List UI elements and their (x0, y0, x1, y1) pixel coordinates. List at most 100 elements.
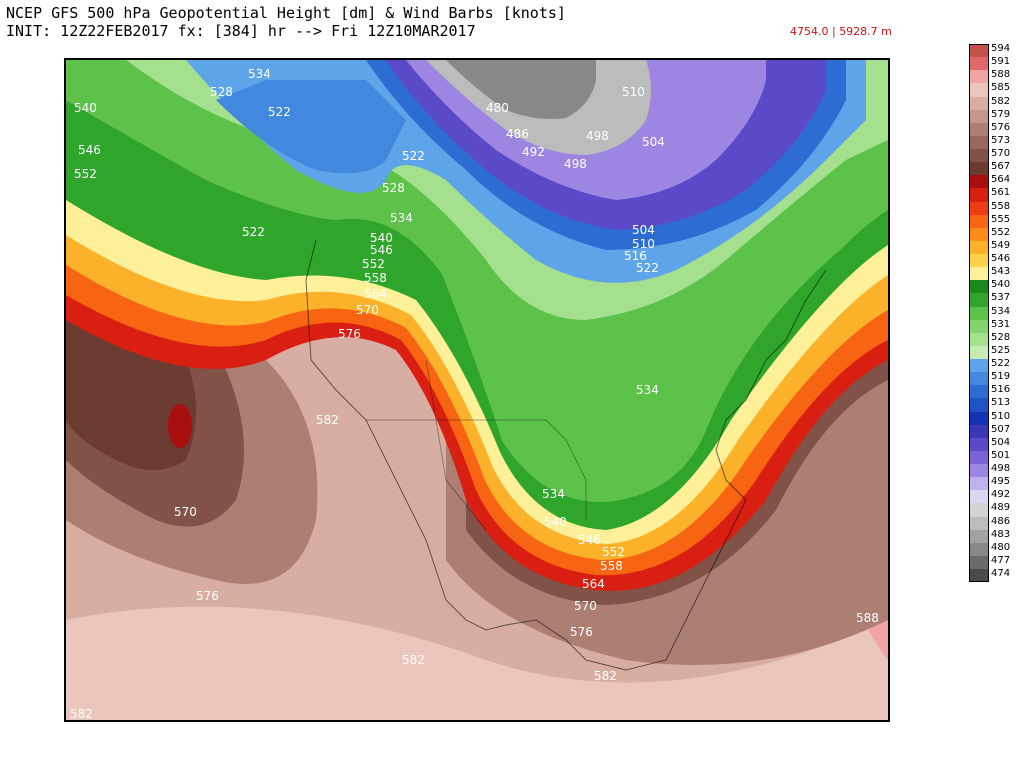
legend-label: 501 (991, 449, 1011, 461)
legend-row: 483 (969, 528, 1021, 543)
legend-swatch (969, 503, 989, 517)
contour-label: 558 (600, 559, 623, 573)
contour-label: 576 (570, 625, 593, 639)
legend-swatch (969, 424, 989, 438)
legend-label: 522 (991, 358, 1011, 369)
legend-label: 474 (991, 568, 1011, 579)
legend-swatch (969, 44, 989, 58)
legend-swatch (969, 398, 989, 412)
legend-swatch (969, 240, 989, 254)
contour-label: 552 (362, 257, 385, 271)
legend-swatch (969, 109, 989, 123)
legend-label: 528 (991, 331, 1011, 343)
legend-label: 504 (991, 436, 1011, 448)
legend-label: 579 (991, 108, 1011, 120)
contour-label: 552 (74, 167, 97, 181)
band-480 (446, 60, 596, 119)
legend-label: 519 (991, 371, 1011, 383)
contour-label: 522 (636, 261, 659, 275)
legend-label: 525 (991, 344, 1011, 356)
value-range: 4754.0 | 5928.7 m (790, 25, 892, 38)
contour-label: 546 (370, 243, 393, 257)
legend-swatch (969, 280, 989, 294)
legend-row: 567 (969, 161, 1021, 176)
legend-swatch (969, 477, 989, 491)
legend-label: 534 (991, 305, 1011, 317)
legend-swatch (969, 516, 989, 530)
band-564-cell (168, 404, 192, 448)
contour-label: 540 (544, 515, 567, 529)
legend-label: 498 (991, 463, 1011, 474)
band-537 (66, 100, 888, 530)
contour-label: 582 (70, 707, 93, 720)
contour-label: 522 (402, 149, 425, 163)
legend-label: 573 (991, 134, 1011, 146)
contour-label: 582 (402, 653, 425, 667)
contour-label: 570 (356, 303, 379, 317)
legend-row: 585 (969, 82, 1021, 97)
legend-row: 531 (969, 318, 1021, 333)
legend-swatch (969, 57, 989, 71)
contour-label: 582 (316, 413, 339, 427)
border-line (425, 359, 487, 531)
legend-label: 489 (991, 502, 1011, 514)
legend-swatch (969, 83, 989, 97)
legend-row: 564 (969, 174, 1021, 189)
legend-row: 477 (969, 554, 1021, 569)
contour-label: 570 (174, 505, 197, 519)
legend-swatch (969, 569, 989, 583)
coastline (305, 239, 827, 671)
legend-label: 558 (991, 200, 1011, 212)
legend-swatch (969, 490, 989, 504)
legend-row: 498 (969, 463, 1021, 478)
contour-label: 534 (636, 383, 659, 397)
legend-row: 537 (969, 292, 1021, 307)
legend-row: 552 (969, 227, 1021, 241)
legend-label: 567 (991, 161, 1011, 173)
legend-label: 477 (991, 554, 1011, 566)
contour-label: 516 (624, 249, 647, 263)
legend-swatch (969, 188, 989, 202)
legend-row: 534 (969, 305, 1021, 320)
legend-row: 570 (969, 148, 1021, 163)
legend-label: 549 (991, 239, 1011, 251)
legend-label: 585 (991, 82, 1011, 94)
legend-swatch (969, 201, 989, 215)
contour-label: 546 (78, 143, 101, 157)
legend-swatch (969, 450, 989, 464)
legend-label: 546 (991, 253, 1011, 264)
legend-row: 594 (969, 43, 1021, 58)
legend-swatch (969, 293, 989, 307)
contour-label: 534 (542, 487, 565, 501)
legend-label: 483 (991, 528, 1011, 540)
legend-swatch (969, 411, 989, 425)
legend-row: 516 (969, 384, 1021, 399)
legend-swatch (969, 254, 989, 268)
legend-row: 501 (969, 449, 1021, 464)
legend-label: 495 (991, 476, 1011, 488)
legend-row: 474 (969, 568, 1021, 583)
contour-label: 504 (642, 135, 665, 149)
contour-label: 576 (338, 327, 361, 341)
contour-label: 504 (632, 223, 655, 237)
legend-row: 480 (969, 542, 1021, 556)
legend-swatch (969, 542, 989, 556)
legend-swatch (969, 372, 989, 386)
legend-swatch (969, 149, 989, 163)
legend-row: 525 (969, 344, 1021, 359)
contour-label: 498 (586, 129, 609, 143)
legend-row: 591 (969, 56, 1021, 71)
contour-label: 522 (268, 105, 291, 119)
legend-swatch (969, 135, 989, 149)
legend-row: 543 (969, 266, 1021, 281)
contour-label: 540 (370, 231, 393, 245)
legend-swatch (969, 96, 989, 110)
legend-label: 564 (991, 174, 1011, 186)
legend-swatch (969, 464, 989, 478)
chart-title-line-2: INIT: 12Z22FEB2017 fx: [384] hr --> Fri … (6, 22, 476, 40)
legend-label: 591 (991, 56, 1011, 68)
contour-label: 564 (364, 287, 387, 301)
legend-label: 531 (991, 318, 1011, 330)
legend-label: 555 (991, 213, 1011, 225)
legend-label: 537 (991, 292, 1011, 304)
